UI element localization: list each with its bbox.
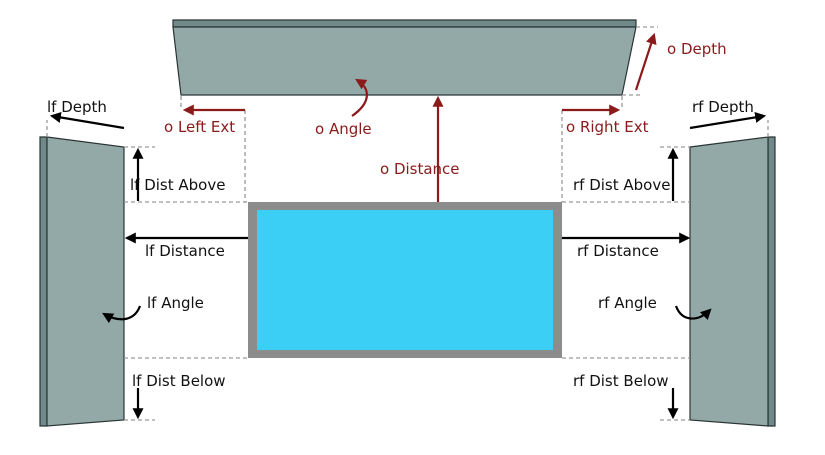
o-depth-arrow <box>634 32 657 91</box>
rf-depth-label: rf Depth <box>692 98 754 116</box>
overhead-guides <box>180 26 658 202</box>
o-angle-arrow <box>351 78 368 117</box>
lf-dist-below-label: lf Dist Below <box>132 372 226 390</box>
lf-dist-above-label: lf Dist Above <box>130 176 225 194</box>
o-angle-label: o Angle <box>315 120 372 138</box>
rf-depth-arrow <box>689 111 767 130</box>
overhead-panel <box>172 19 637 96</box>
lf-depth-arrow <box>49 112 125 130</box>
center-screen <box>248 202 562 358</box>
rf-dist-above-label: rf Dist Above <box>573 176 670 194</box>
o-depth-label: o Depth <box>667 40 727 58</box>
lf-angle-arrow <box>102 305 142 324</box>
lf-distance-label: lf Distance <box>145 242 225 260</box>
rf-dist-below-label: rf Dist Below <box>573 372 669 390</box>
lf-depth-label: lf Depth <box>47 98 107 116</box>
rf-angle-label: rf Angle <box>598 294 657 312</box>
right-panel <box>689 136 776 427</box>
right-guides <box>562 120 769 421</box>
o-right-ext-label: o Right Ext <box>566 118 649 136</box>
rf-distance-label: rf Distance <box>577 242 659 260</box>
left-panel <box>39 136 125 427</box>
o-left-ext-label: o Left Ext <box>164 118 235 136</box>
lf-angle-label: lf Angle <box>147 294 204 312</box>
rf-angle-arrow <box>674 305 712 321</box>
left-guides <box>46 120 248 421</box>
o-distance-label: o Distance <box>380 160 460 178</box>
